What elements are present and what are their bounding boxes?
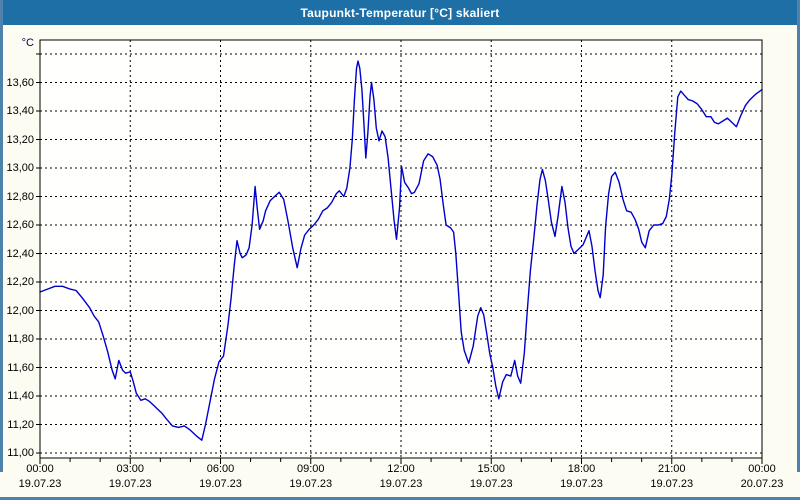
x-tick-date-label: 19.07.23 — [289, 478, 333, 490]
y-tick-label: 13,40 — [6, 105, 34, 117]
x-tick-time-label: 00:00 — [748, 463, 776, 475]
x-tick-time-label: 03:00 — [116, 463, 145, 475]
x-tick-time-label: 15:00 — [477, 463, 506, 475]
window-frame-bottom — [0, 497, 800, 500]
x-tick-date-label: 19.07.23 — [469, 478, 513, 490]
y-axis-unit-label: °C — [21, 37, 34, 49]
y-tick-label: 11,40 — [7, 390, 34, 402]
y-tick-label: 12,20 — [6, 276, 34, 288]
y-tick-label: 13,20 — [6, 133, 34, 146]
window-frame-right — [797, 0, 800, 472]
temperature-line — [39, 60, 763, 441]
window-frame-left — [0, 0, 3, 472]
window-title: Taupunkt-Temperatur [°C] skaliert — [300, 5, 500, 20]
y-tick-label: 12,60 — [6, 219, 34, 231]
title-bar: Taupunkt-Temperatur [°C] skaliert — [0, 0, 800, 25]
y-tick-label: 12,40 — [6, 247, 34, 260]
y-tick-label: 13,00 — [6, 162, 34, 174]
x-tick-date-label: 19.07.23 — [18, 478, 62, 490]
x-tick-date-label: 19.07.23 — [379, 478, 423, 490]
y-tick-label: 12,00 — [6, 304, 34, 317]
x-tick-time-label: 09:00 — [296, 463, 325, 475]
y-tick-label: 11,80 — [7, 333, 34, 345]
x-tick-time-label: 21:00 — [657, 463, 686, 475]
y-tick-label: 11,00 — [7, 447, 34, 459]
x-tick-time-label: 12:00 — [387, 463, 415, 475]
x-tick-date-label: 19.07.23 — [199, 478, 242, 490]
y-tick-label: 11,20 — [7, 418, 34, 431]
x-tick-time-label: 00:00 — [26, 463, 54, 475]
x-tick-time-label: 06:00 — [206, 463, 235, 475]
y-tick-label: 11,60 — [7, 361, 34, 374]
x-tick-date-label: 20.07.23 — [740, 478, 784, 490]
y-tick-label: 12,80 — [6, 190, 34, 203]
x-tick-date-label: 19.07.23 — [560, 478, 603, 490]
plot-canvas — [36, 39, 763, 464]
x-tick-date-label: 19.07.23 — [650, 478, 694, 490]
x-tick-date-label: 19.07.23 — [108, 478, 152, 490]
plot-border — [39, 39, 763, 459]
plot-background — [40, 40, 762, 458]
x-tick-time-label: 18:00 — [567, 463, 596, 475]
y-tick-label: 13,60 — [6, 76, 34, 89]
